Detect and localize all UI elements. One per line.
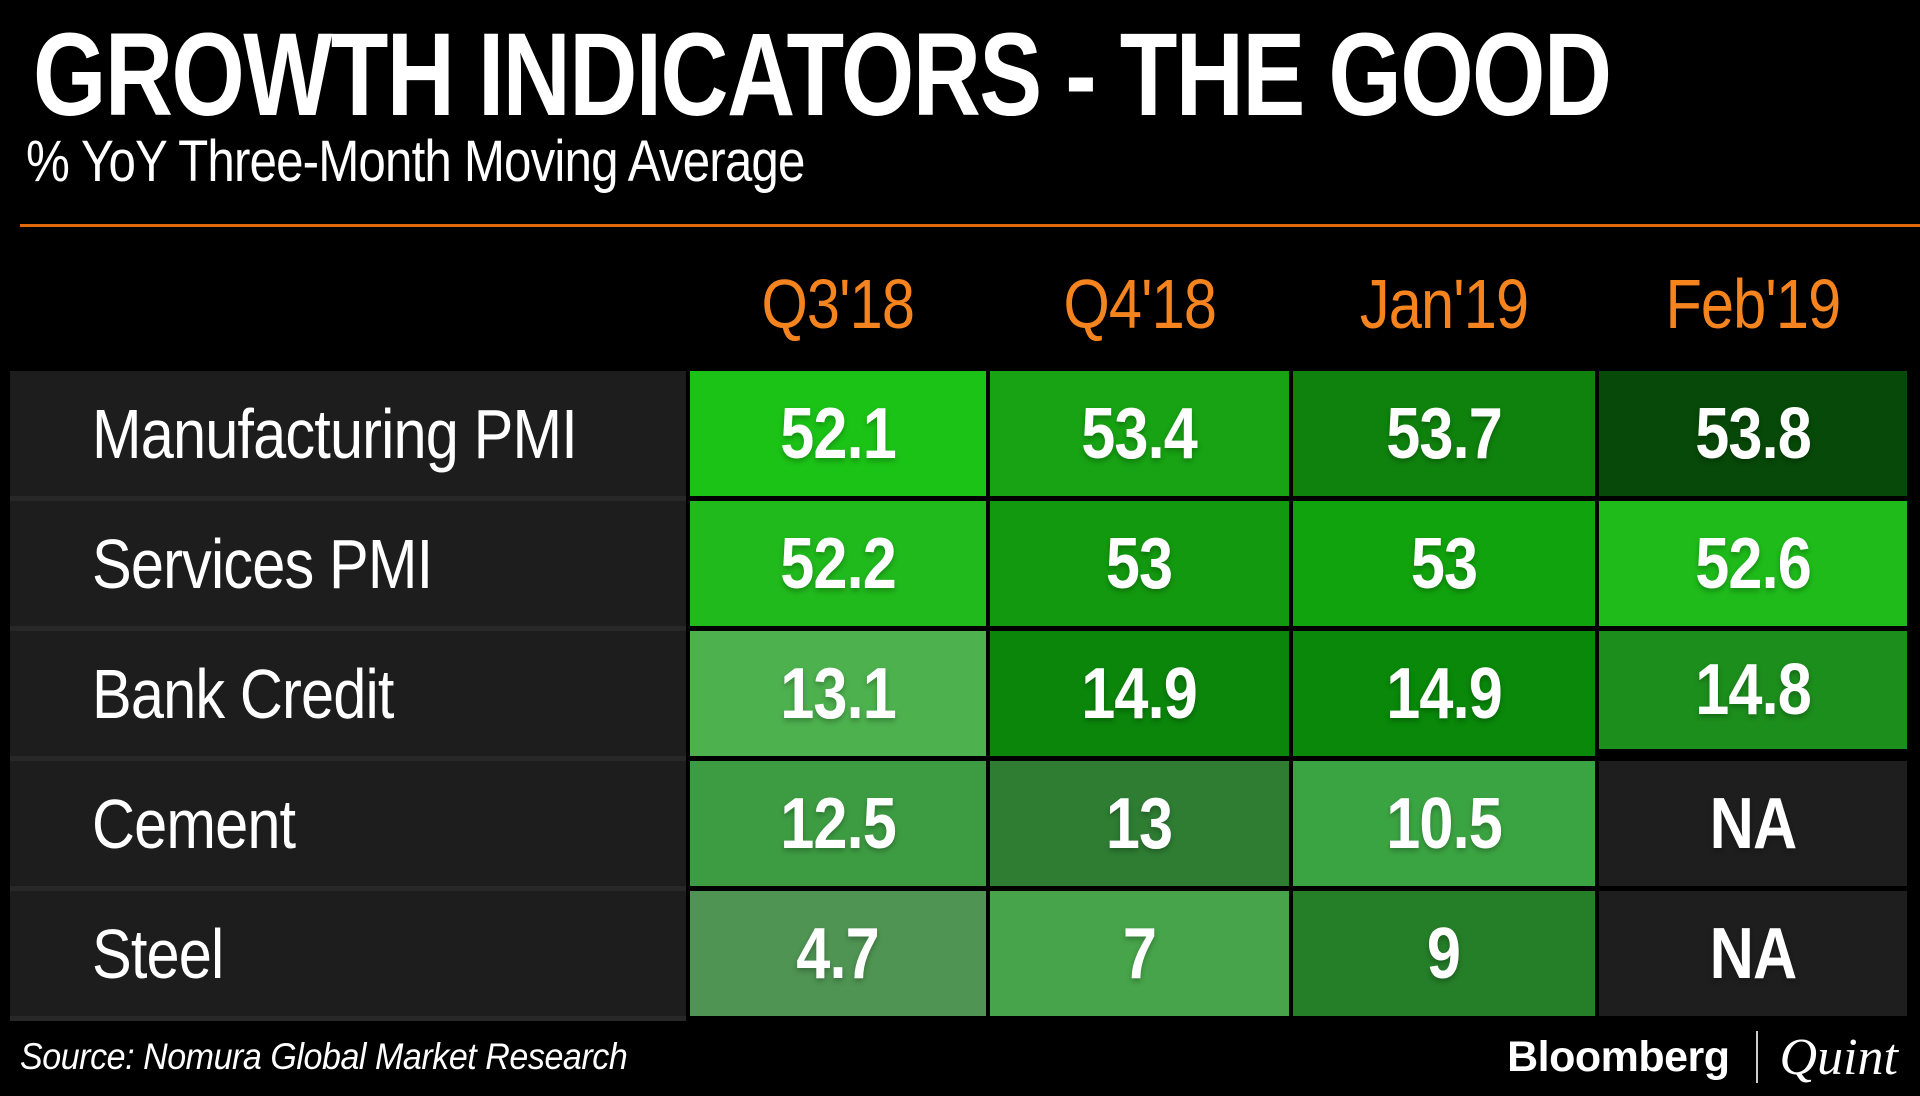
row-label-text: Manufacturing PMI [92, 394, 578, 473]
value-cell: 53 [990, 501, 1289, 626]
column-header-feb19: Feb'19 [1665, 265, 1842, 343]
source-note: Source: Nomura Global Market Research [20, 1036, 628, 1077]
bloomberg-logo: Bloomberg [1507, 1032, 1730, 1081]
value-cell: 4.7 [690, 891, 986, 1016]
footer: Source: Nomura Global Market Research Bl… [20, 1026, 1898, 1088]
value-cell: 14.9 [1293, 631, 1595, 756]
na-cell: NA [1599, 891, 1907, 1016]
brand-lockup: Bloomberg Quint [1507, 1028, 1898, 1087]
row-label-text: Bank Credit [92, 654, 394, 733]
value-cell: 52.2 [690, 501, 986, 626]
value-cell: 9 [1293, 891, 1595, 1016]
value-cell: 52.6 [1599, 501, 1907, 626]
value-cell: 53.4 [990, 371, 1289, 496]
value-cell: 52.1 [690, 371, 986, 496]
header-spacer [10, 246, 686, 366]
value-cell: 13.1 [690, 631, 986, 756]
value-cell: 53 [1293, 501, 1595, 626]
value-cell: 53.7 [1293, 371, 1595, 496]
quint-logo: Quint [1779, 1028, 1898, 1086]
row-label-manufacturing-pmi: Manufacturing PMI [10, 371, 686, 496]
row-label-services-pmi: Services PMI [10, 501, 686, 626]
row-label-text: Cement [92, 784, 296, 863]
value-cell: 53.8 [1599, 371, 1907, 496]
divider-rule [20, 224, 1920, 227]
column-header-jan19: Jan'19 [1359, 265, 1529, 343]
row-label-bank-credit: Bank Credit [10, 631, 686, 756]
row-label-text: Steel [92, 914, 224, 993]
value-cell: 14.9 [990, 631, 1289, 756]
row-label-steel: Steel [10, 891, 686, 1016]
logo-divider [1755, 1031, 1758, 1083]
column-header-q318: Q3'18 [761, 265, 916, 343]
chart-title: GROWTH INDICATORS - THE GOOD [33, 9, 1612, 141]
indicator-table: Q3'18 Q4'18 Jan'19 Feb'19 Manufacturing PMI 5… [10, 246, 1911, 1016]
row-label-text: Services PMI [92, 524, 433, 603]
column-header-q418: Q4'18 [1063, 265, 1217, 343]
value-cell: 7 [990, 891, 1289, 1016]
value-cell: 10.5 [1293, 761, 1595, 886]
chart-subtitle: % YoY Three-Month Moving Average [26, 129, 805, 194]
value-cell: 14.8 [1599, 631, 1907, 749]
na-cell: NA [1599, 761, 1907, 886]
value-cell: 13 [990, 761, 1289, 886]
value-cell: 12.5 [690, 761, 986, 886]
row-label-cement: Cement [10, 761, 686, 886]
